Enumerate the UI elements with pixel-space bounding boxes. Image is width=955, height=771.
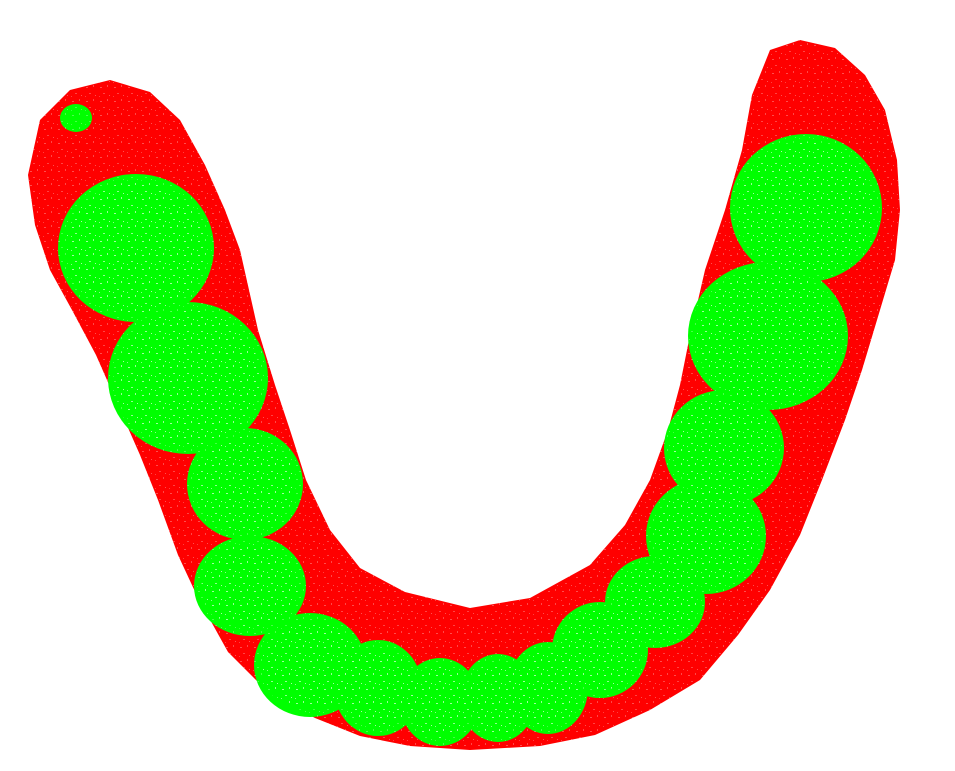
teeth-speckle-overlay bbox=[66, 142, 874, 738]
